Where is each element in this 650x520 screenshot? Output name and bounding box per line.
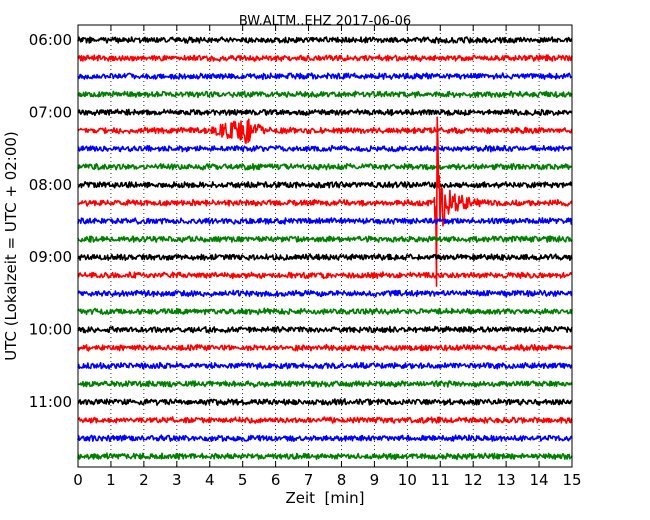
trace-line (77, 289, 573, 298)
trace-line (77, 217, 573, 225)
x-tick-label: 10 (398, 471, 417, 489)
trace-line (77, 235, 573, 243)
x-tick-label: 5 (238, 471, 248, 489)
x-tick-label: 1 (106, 471, 116, 489)
trace-line (77, 54, 573, 62)
trace-line (77, 118, 573, 144)
x-tick-label: 14 (530, 471, 549, 489)
y-tick-label: 08:00 (29, 176, 72, 194)
x-tick-label: 0 (73, 471, 83, 489)
trace-line (77, 271, 573, 280)
x-tick-label: 6 (271, 471, 281, 489)
trace-line (77, 144, 573, 153)
x-tick-label: 7 (304, 471, 314, 489)
trace-line (77, 253, 573, 261)
x-tick-label: 13 (497, 471, 516, 489)
y-tick-label: 11:00 (29, 393, 72, 411)
trace-line (77, 416, 573, 424)
trace-line (77, 325, 573, 334)
x-tick-label: 11 (431, 471, 450, 489)
trace-line (77, 72, 573, 81)
x-tick-label: 12 (464, 471, 483, 489)
y-axis-label: UTC (Lokalzeit = UTC + 02:00) (2, 131, 20, 361)
trace-line (77, 181, 573, 189)
y-tick-label: 06:00 (29, 31, 72, 49)
trace-line (77, 361, 573, 370)
x-tick-label: 4 (205, 471, 215, 489)
x-axis-label: Zeit [min] (285, 489, 364, 507)
grid-lines (110, 25, 540, 467)
axis-ticks (77, 25, 573, 467)
y-tick-label: 10:00 (29, 321, 72, 339)
trace-line (77, 108, 573, 117)
traces-group (77, 36, 573, 461)
y-tick-label: 07:00 (29, 103, 72, 121)
trace-line (77, 398, 573, 406)
y-tick-labels: 06:00 07:00 08:00 09:00 10:00 11:00 (29, 31, 72, 411)
trace-line (77, 116, 573, 287)
x-tick-labels: 0 1 2 3 4 5 6 7 8 9 10 11 12 13 14 15 (73, 471, 581, 489)
trace-line (77, 434, 573, 442)
chart-title: BW.ALTM..EHZ 2017-06-06 (239, 14, 411, 29)
x-tick-label: 9 (370, 471, 380, 489)
x-tick-label: 8 (337, 471, 347, 489)
trace-line (77, 452, 573, 461)
x-tick-label: 3 (172, 471, 182, 489)
x-tick-label: 15 (562, 471, 581, 489)
trace-line (77, 343, 573, 352)
trace-line (77, 380, 573, 388)
x-tick-label: 2 (139, 471, 149, 489)
trace-line (77, 36, 573, 44)
plot-frame (77, 24, 573, 468)
y-tick-label: 09:00 (29, 248, 72, 266)
trace-line (77, 162, 573, 171)
trace-line (77, 90, 573, 99)
trace-line (77, 307, 573, 316)
